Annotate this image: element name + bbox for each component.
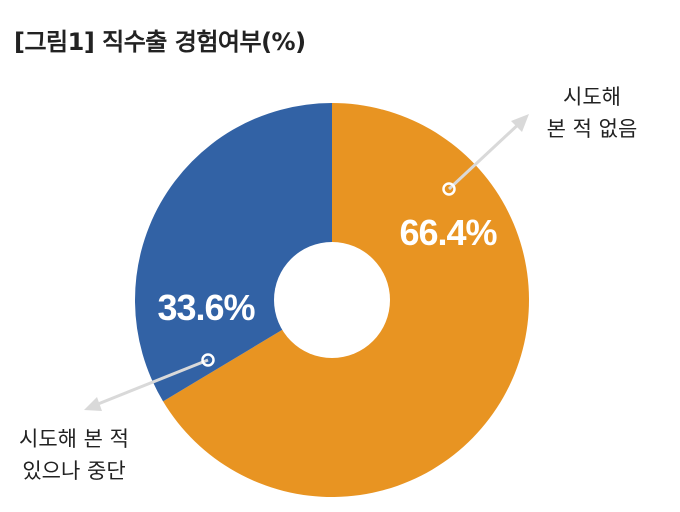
annotation-no-attempt-line1: 시도해	[563, 85, 621, 109]
annotation-no-attempt-line2: 본 적 없음	[547, 117, 638, 141]
slice-label-stopped: 33.6%	[157, 287, 255, 328]
chart-title: [그림1] 직수출 경험여부(%)	[14, 28, 306, 56]
annotation-pointer-no-attempt	[442, 114, 529, 196]
donut-hole	[274, 242, 390, 358]
annotation-stopped-line1: 시도해 본 적	[19, 427, 129, 451]
slice-label-no-attempt: 66.4%	[399, 212, 497, 253]
annotation-pointer-stopped	[84, 353, 215, 411]
annotation-stopped-line2: 있으나 중단	[22, 459, 125, 483]
